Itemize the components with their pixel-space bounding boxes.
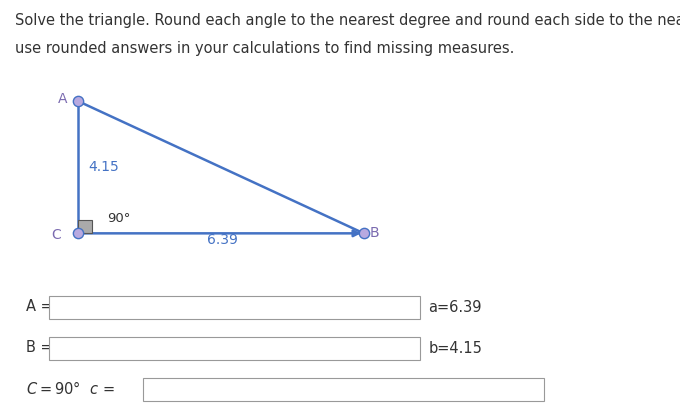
FancyBboxPatch shape [49, 337, 420, 360]
Text: Solve the triangle. Round each angle to the nearest degree and round each side t: Solve the triangle. Round each angle to … [15, 13, 680, 28]
Text: 6.39: 6.39 [207, 233, 238, 247]
Text: a=6.39: a=6.39 [428, 300, 482, 315]
Text: b=4.15: b=4.15 [428, 341, 482, 356]
Point [358, 230, 369, 237]
FancyBboxPatch shape [49, 296, 420, 319]
Point [73, 98, 84, 104]
FancyBboxPatch shape [143, 378, 544, 401]
Point [73, 230, 84, 237]
Text: B: B [369, 226, 379, 240]
Text: use rounded answers in your calculations to find missing measures.: use rounded answers in your calculations… [15, 41, 514, 56]
Text: A =: A = [26, 299, 52, 314]
Text: 90°: 90° [107, 211, 131, 225]
Text: A: A [58, 92, 67, 106]
Bar [78, 220, 92, 233]
Text: B =: B = [26, 340, 52, 355]
Text: C: C [51, 228, 61, 242]
Text: $C = 90°$  $c$ =: $C = 90°$ $c$ = [26, 380, 114, 397]
Text: 4.15: 4.15 [88, 160, 119, 174]
